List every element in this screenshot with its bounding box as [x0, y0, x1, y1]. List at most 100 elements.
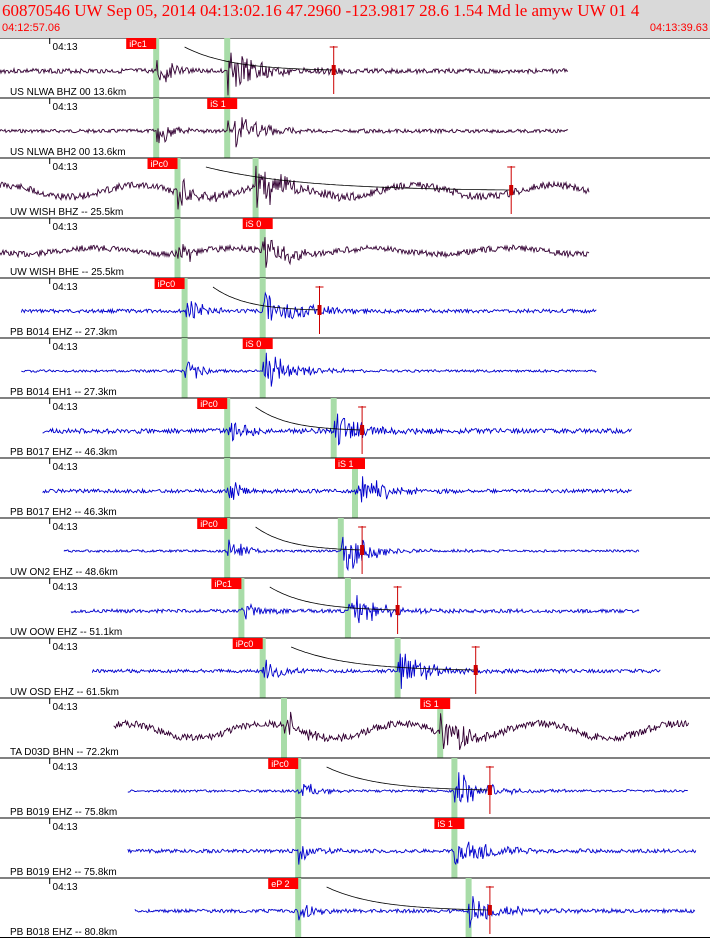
waveform-trace	[0, 237, 590, 268]
p-pick-bar	[174, 158, 181, 218]
s-pick-bar	[451, 818, 458, 878]
pick-label-box	[434, 818, 465, 829]
station-label: US NLWA BH2 00 13.6km	[10, 147, 126, 158]
waveform-trace	[20, 291, 597, 321]
s-pick-bar	[224, 38, 231, 98]
seismogram-panel[interactable]: 04:13 iPc1 US NLWA BHZ 00 13.6km 04:13 iS 1 U…	[0, 38, 710, 938]
coda-decay-curve	[205, 166, 510, 191]
coda-end-box	[509, 185, 514, 195]
waveform-trace	[63, 536, 640, 572]
station-label: PB B014 EHZ -- 27.3km	[10, 327, 117, 338]
time-tick-label: 04:13	[53, 402, 78, 413]
coda-end-box	[473, 665, 478, 675]
p-pick-bar	[238, 578, 245, 638]
pick-label-box	[207, 98, 238, 109]
s-pick-bar	[352, 458, 358, 518]
waveform-trace	[127, 772, 688, 803]
time-tick-label: 04:13	[53, 762, 78, 773]
pick-label: iPc1	[214, 579, 232, 589]
time-tick-label: 04:13	[53, 42, 78, 53]
pick-label-box	[197, 518, 228, 529]
pick-label: iS 1	[210, 99, 226, 109]
station-label: PB B017 EHZ -- 46.3km	[10, 447, 117, 458]
p-pick-bar	[295, 818, 302, 878]
time-tick-label: 04:13	[53, 882, 78, 893]
p-pick-bar	[153, 98, 160, 158]
p-pick-bar	[181, 338, 188, 398]
pick-label-box	[232, 638, 263, 649]
pick-label-box	[335, 458, 365, 469]
waveform-trace	[0, 117, 569, 148]
p-pick-bar	[174, 218, 181, 278]
waveform-trace	[0, 52, 569, 96]
waveform-trace	[70, 595, 640, 624]
event-title: 60870546 UW Sep 05, 2014 04:13:02.16 47.…	[2, 1, 640, 20]
station-label: UW WISH BHZ -- 25.5km	[10, 207, 123, 218]
pick-label-box	[211, 578, 242, 589]
time-tick-label: 04:13	[53, 582, 78, 593]
pick-label: iPc0	[151, 159, 169, 169]
time-tick-label: 04:13	[53, 342, 78, 353]
station-label: PB B019 EHZ -- 75.8km	[10, 807, 117, 818]
station-label: UW WISH BHE -- 25.5km	[10, 267, 124, 278]
coda-end-box	[317, 305, 322, 315]
waveform-trace	[127, 841, 697, 866]
pick-label: iPc0	[200, 519, 218, 529]
pick-label-box	[420, 698, 451, 709]
pick-label-box	[197, 398, 228, 409]
coda-end-box	[487, 905, 492, 915]
coda-decay-curve	[212, 286, 320, 311]
pick-label-box	[242, 218, 273, 229]
waveform-trace	[42, 476, 632, 503]
pick-label: iS 1	[338, 459, 354, 469]
time-tick-label: 04:13	[53, 822, 78, 833]
pick-label-box	[268, 758, 299, 769]
waveform-trace	[113, 711, 690, 750]
time-tick-label: 04:13	[53, 642, 78, 653]
pick-label-box	[154, 278, 185, 289]
pick-label: iS 1	[437, 819, 453, 829]
time-tick-label: 04:13	[53, 222, 78, 233]
waveform-trace	[91, 653, 661, 689]
station-label: PB B017 EH2 -- 46.3km	[10, 507, 117, 518]
pick-label-box	[268, 878, 299, 889]
p-pick-bar	[181, 278, 188, 338]
coda-decay-curve	[184, 46, 333, 71]
pick-label-box	[242, 338, 273, 349]
station-label: UW ON2 EHZ -- 48.6km	[10, 567, 118, 578]
station-label: PB B018 EHZ -- 80.8km	[10, 927, 117, 938]
event-header: 60870546 UW Sep 05, 2014 04:13:02.16 47.…	[0, 0, 710, 38]
pick-label: iPc0	[236, 639, 254, 649]
pick-label: eP 2	[271, 879, 289, 889]
coda-decay-curve	[255, 406, 362, 431]
time-tick-label: 04:13	[53, 162, 78, 173]
coda-decay-curve	[326, 766, 489, 791]
time-tick-label: 04:13	[53, 102, 78, 113]
station-label: UW OOW EHZ -- 51.1km	[10, 627, 122, 638]
coda-end-box	[487, 785, 492, 795]
p-pick-bar	[295, 758, 302, 818]
time-tick-label: 04:13	[53, 522, 78, 533]
coda-decay-curve	[255, 526, 362, 551]
pick-label: iPc0	[271, 759, 289, 769]
pick-label: iPc1	[129, 39, 147, 49]
station-label: PB B019 EH2 -- 75.8km	[10, 867, 117, 878]
station-label: TA D03D BHN -- 72.2km	[10, 747, 119, 758]
waveform-trace	[21, 352, 597, 387]
s-pick-bar	[451, 758, 458, 818]
s-pick-bar	[252, 158, 259, 218]
station-label: US NLWA BHZ 00 13.6km	[10, 87, 126, 98]
s-pick-bar	[337, 518, 344, 578]
pick-label: iS 0	[246, 339, 262, 349]
station-label: PB B014 EH1 -- 27.3km	[10, 387, 117, 398]
coda-end-box	[331, 65, 336, 75]
window-end-time: 04:13:39.63	[649, 22, 708, 34]
p-pick-bar	[224, 398, 231, 458]
coda-decay-curve	[269, 586, 396, 611]
pick-label-box	[147, 158, 178, 169]
p-pick-bar	[224, 518, 231, 578]
s-pick-bar	[259, 218, 266, 278]
window-start-time: 04:12:57.06	[2, 22, 61, 34]
pick-label: iS 1	[423, 699, 439, 709]
pick-label: iS 0	[246, 219, 262, 229]
